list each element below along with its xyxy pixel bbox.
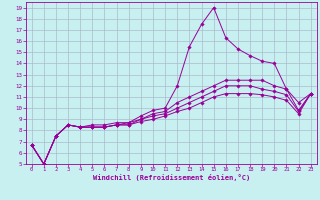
X-axis label: Windchill (Refroidissement éolien,°C): Windchill (Refroidissement éolien,°C) [92,174,250,181]
